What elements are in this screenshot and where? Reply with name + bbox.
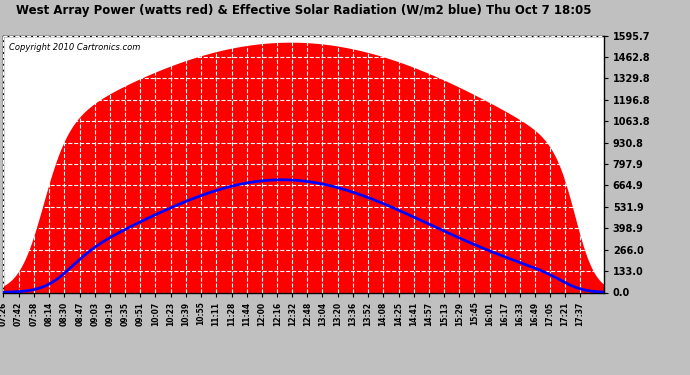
Text: West Array Power (watts red) & Effective Solar Radiation (W/m2 blue) Thu Oct 7 1: West Array Power (watts red) & Effective…: [16, 4, 591, 17]
Text: Copyright 2010 Cartronics.com: Copyright 2010 Cartronics.com: [10, 44, 141, 52]
